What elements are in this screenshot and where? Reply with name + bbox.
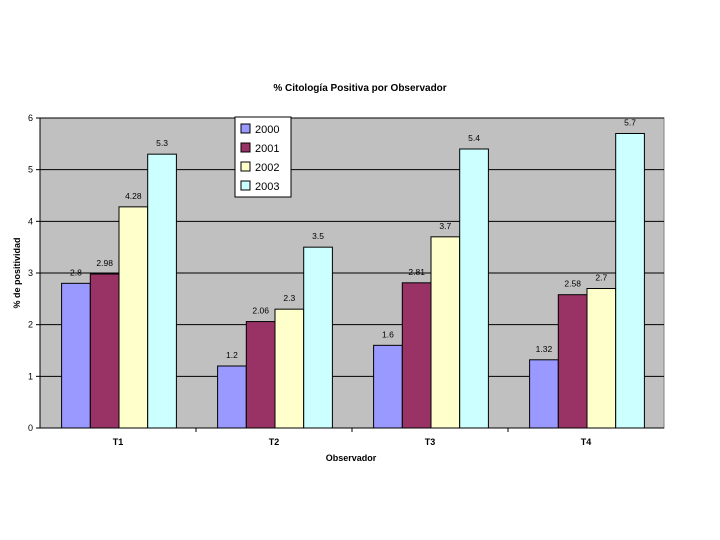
chart-title: % Citología Positiva por Observador [273, 83, 446, 94]
data-label: 3.5 [312, 231, 324, 241]
x-tick-label: T4 [581, 437, 592, 447]
legend-label-2002: 2002 [255, 162, 279, 174]
x-tick-label: T1 [113, 437, 124, 447]
data-label: 2.06 [252, 306, 269, 316]
bar-2003-T3 [459, 148, 489, 429]
y-tick-label: 1 [28, 371, 33, 381]
data-label: 2.8 [70, 267, 82, 277]
data-label: 2.98 [96, 258, 113, 268]
data-label: 5.7 [624, 118, 636, 128]
legend-swatch-2001 [240, 142, 251, 153]
bar-2002-T3 [430, 236, 461, 429]
y-tick-label: 4 [28, 216, 33, 226]
y-tick-label: 2 [28, 320, 33, 330]
bar-2001-T2 [245, 321, 276, 429]
data-label: 2.58 [564, 279, 581, 289]
legend-swatch-2003 [240, 180, 251, 191]
y-axis-label: % de positividad [12, 237, 22, 308]
bar-2002-T2 [274, 308, 305, 429]
bar-2001-T1 [89, 273, 120, 429]
legend: 2000 2001 2002 2003 [234, 116, 292, 198]
y-tick-label: 6 [28, 113, 33, 123]
bar-2001-T3 [401, 282, 432, 429]
data-label: 1.6 [382, 329, 394, 339]
bar-2002-T1 [118, 206, 149, 429]
legend-label-2001: 2001 [255, 143, 279, 155]
data-label: 5.3 [156, 138, 168, 148]
x-tick-label: T2 [269, 437, 280, 447]
y-tick-label: 5 [28, 165, 33, 175]
data-label: 1.2 [226, 350, 238, 360]
legend-label-2003: 2003 [255, 181, 279, 193]
bars [61, 133, 645, 429]
legend-swatch-2000 [240, 123, 251, 134]
data-label: 3.7 [439, 221, 451, 231]
bar-2003-T2 [303, 246, 333, 429]
axes: 0 1 2 3 4 5 6 T1 T2 T3 T4 [28, 113, 664, 447]
bar-2000-T4 [529, 359, 559, 429]
y-tick-label: 3 [28, 268, 33, 278]
bar-2000-T3 [373, 344, 403, 429]
data-label: 4.28 [125, 191, 142, 201]
bar-2003-T4 [615, 133, 645, 429]
bar-2000-T2 [217, 365, 247, 429]
data-label: 2.81 [408, 267, 425, 277]
bar-2003-T1 [147, 153, 177, 429]
x-tick-label: T3 [425, 437, 436, 447]
legend-swatch-2002 [240, 161, 251, 172]
data-label: 2.7 [595, 273, 607, 283]
x-axis-label: Observador [326, 453, 377, 463]
bar-2002-T4 [586, 288, 617, 429]
data-label: 5.4 [468, 133, 480, 143]
legend-label-2000: 2000 [255, 124, 279, 136]
bar-2001-T4 [557, 294, 588, 429]
bar-2000-T1 [61, 282, 91, 429]
y-tick-label: 0 [28, 423, 33, 433]
data-labels: 2.8 2.98 4.28 5.3 1.2 2.06 2.3 3.5 1.6 2.81 3.7 5.4… [70, 118, 636, 361]
data-label: 2.3 [283, 293, 295, 303]
data-label: 1.32 [536, 344, 553, 354]
